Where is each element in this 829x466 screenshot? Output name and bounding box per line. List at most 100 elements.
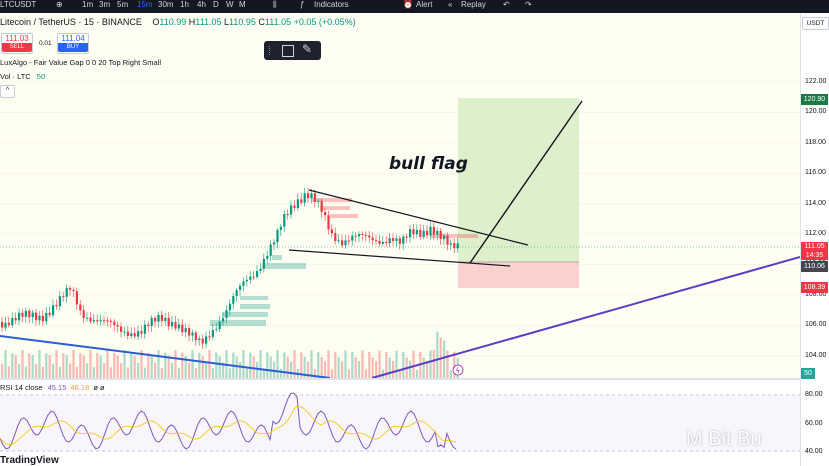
price-chart[interactable]: ϟ bbox=[0, 13, 800, 378]
volume-bar bbox=[347, 369, 350, 378]
flag-upper-line[interactable] bbox=[308, 189, 529, 246]
volume-bar bbox=[426, 360, 429, 378]
candle-body bbox=[41, 315, 44, 322]
chart-type-icon[interactable]: ⫼ bbox=[273, 0, 277, 9]
interval-1h[interactable]: 1h bbox=[180, 0, 189, 9]
volume-bar bbox=[409, 360, 412, 378]
volume-bar bbox=[123, 350, 126, 378]
interval-5m[interactable]: 5m bbox=[117, 0, 129, 9]
volume-bar bbox=[130, 352, 133, 378]
event-flash-icon[interactable] bbox=[452, 364, 464, 376]
long-position-target-zone[interactable] bbox=[458, 98, 579, 262]
symbol-search-button[interactable]: LTCUSDT bbox=[0, 0, 37, 9]
volume-bar bbox=[412, 350, 415, 378]
price-axis[interactable] bbox=[800, 13, 829, 466]
fvg-box bbox=[312, 198, 352, 202]
candle-body bbox=[174, 321, 177, 329]
candle-body bbox=[116, 325, 119, 327]
interval-30m[interactable]: 30m bbox=[158, 0, 174, 9]
drag-handle-icon[interactable] bbox=[269, 46, 272, 55]
flag-lower-line[interactable] bbox=[288, 249, 511, 267]
candle-body bbox=[235, 290, 238, 297]
candle-body bbox=[361, 233, 364, 235]
candle-body bbox=[405, 236, 408, 238]
buy-button[interactable]: 111.04 BUY bbox=[57, 33, 89, 54]
volume-tag: 50 bbox=[801, 368, 815, 379]
rsi-tick-60: 60.00 bbox=[805, 420, 823, 427]
candle-body bbox=[279, 226, 282, 231]
interval-4h[interactable]: 4h bbox=[197, 0, 206, 9]
candle-body bbox=[327, 215, 330, 230]
volume-bar bbox=[368, 351, 371, 378]
candle-body bbox=[109, 320, 112, 322]
undo-icon[interactable]: ↶ bbox=[503, 0, 510, 9]
candle-body bbox=[198, 338, 201, 340]
volume-bar bbox=[198, 352, 201, 378]
pane-separator[interactable] bbox=[0, 378, 829, 380]
volume-bar bbox=[290, 361, 293, 378]
candle-body bbox=[92, 320, 95, 322]
currency-selector[interactable]: USDT bbox=[802, 17, 829, 30]
rsi-legend[interactable]: RSI 14 close 45.15 46.18 ø ø bbox=[0, 383, 105, 392]
redo-icon[interactable]: ↷ bbox=[525, 0, 532, 9]
chart-pane[interactable]: ϟ bbox=[0, 13, 800, 378]
volume-bar bbox=[150, 355, 153, 378]
candle-body bbox=[164, 317, 167, 321]
indicators-button[interactable]: Indicators bbox=[314, 0, 349, 9]
brush-tool-icon[interactable]: ✎ bbox=[302, 42, 313, 56]
rsi-band-fill bbox=[0, 395, 800, 451]
volume-bar bbox=[191, 350, 194, 378]
indicator-volume-legend[interactable]: Vol · LTC 50 bbox=[0, 72, 45, 81]
symbol-legend: Litecoin / TetherUS · 15 · BINANCE O110.… bbox=[0, 17, 356, 27]
interval-w[interactable]: W bbox=[226, 0, 234, 9]
candle-body bbox=[317, 200, 320, 202]
symbol-title[interactable]: Litecoin / TetherUS · 15 · BINANCE bbox=[0, 17, 142, 27]
add-symbol-icon[interactable]: ⊕ bbox=[56, 0, 63, 9]
interval-m[interactable]: M bbox=[239, 0, 246, 9]
price-tick: 106.00 bbox=[805, 321, 827, 329]
blue-trendline[interactable] bbox=[0, 335, 331, 378]
sell-button[interactable]: 111.03 SELL bbox=[1, 33, 33, 54]
volume-bar bbox=[245, 368, 248, 378]
volume-bar bbox=[432, 350, 435, 378]
candle-body bbox=[133, 333, 136, 337]
candle-body bbox=[232, 296, 235, 304]
interval-15m[interactable]: 15m bbox=[137, 0, 153, 9]
interval-1m[interactable]: 1m bbox=[82, 0, 94, 9]
volume-bar bbox=[222, 362, 225, 378]
candle-body bbox=[296, 199, 299, 209]
volume-bar bbox=[65, 355, 68, 378]
bull-flag-annotation[interactable]: bull flag bbox=[389, 154, 468, 174]
tradingview-logo[interactable]: TradingView bbox=[0, 455, 59, 466]
candle-body bbox=[21, 312, 24, 317]
candle-body bbox=[140, 331, 143, 334]
interval-d[interactable]: D bbox=[213, 0, 219, 9]
volume-bar bbox=[453, 351, 456, 378]
volume-bar bbox=[235, 356, 238, 378]
candle-body bbox=[368, 235, 371, 238]
volume-bars bbox=[1, 331, 459, 378]
purple-trendline[interactable] bbox=[371, 256, 800, 378]
candle-body bbox=[303, 193, 306, 203]
alert-button[interactable]: Alert bbox=[416, 0, 433, 9]
indicator-fvg-legend[interactable]: LuxAlgo - Fair Value Gap 0 0 20 Top Righ… bbox=[0, 58, 162, 67]
replay-button[interactable]: Replay bbox=[461, 0, 486, 9]
volume-bar bbox=[249, 352, 252, 378]
volume-bar bbox=[157, 350, 160, 378]
candle-body bbox=[113, 321, 116, 326]
long-position-stop-zone[interactable] bbox=[458, 262, 579, 288]
price-tick: 116.00 bbox=[805, 169, 826, 177]
rsi-pane[interactable]: RSI 14 close 45.15 46.18 ø ø bbox=[0, 380, 800, 466]
volume-bar bbox=[337, 356, 340, 378]
rectangle-tool-icon[interactable] bbox=[282, 45, 294, 57]
candle-body bbox=[11, 318, 14, 326]
candle-body bbox=[211, 330, 214, 337]
candle-body bbox=[364, 234, 367, 236]
volume-bar bbox=[378, 350, 381, 378]
interval-3m[interactable]: 3m bbox=[99, 0, 111, 9]
candle-body bbox=[426, 230, 429, 236]
rsi-tick-80: 80.00 bbox=[805, 391, 823, 398]
collapse-legend-button[interactable]: ^ bbox=[0, 85, 15, 98]
floating-drawing-toolbar: ✎ bbox=[264, 41, 321, 60]
breakout-projection-line[interactable] bbox=[469, 100, 583, 264]
